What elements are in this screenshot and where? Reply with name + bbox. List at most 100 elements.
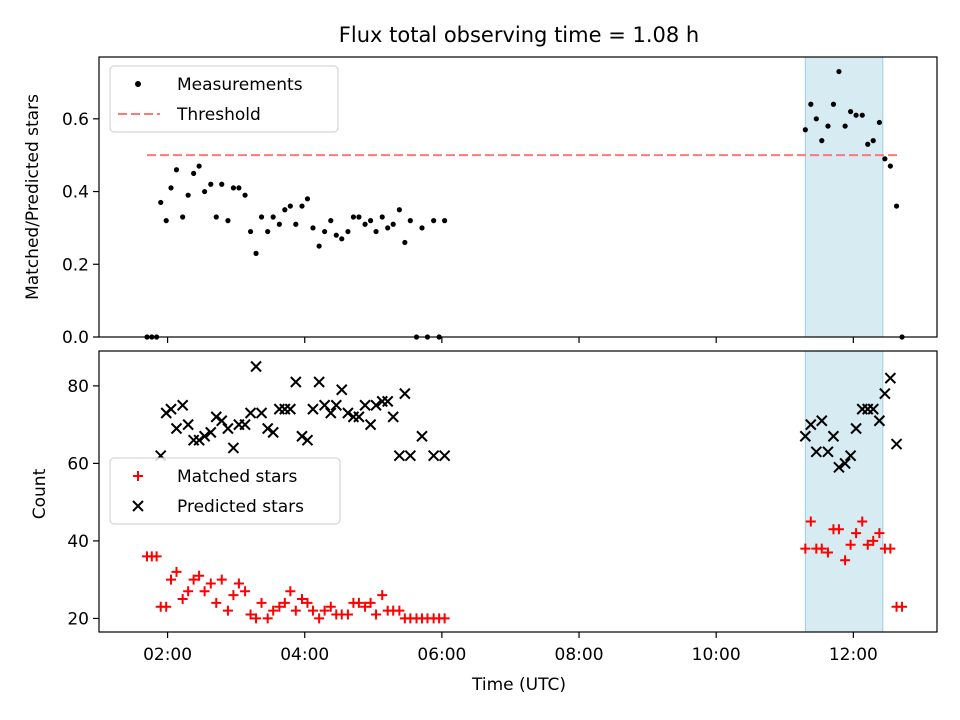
matched-star-point — [805, 516, 816, 527]
predicted-star-point — [176, 399, 189, 411]
measurement-point — [356, 214, 362, 220]
measurement-point — [247, 228, 254, 235]
measurement-point — [287, 203, 293, 209]
matched-star-point — [161, 601, 172, 612]
measurement-point — [225, 218, 231, 224]
top-y-axis-label: Matched/Predicted stars — [23, 94, 43, 300]
measurement-point — [396, 207, 402, 213]
predicted-star-point — [827, 430, 840, 442]
measurement-point — [870, 138, 876, 144]
measurement-point — [322, 228, 328, 235]
predicted-star-point — [867, 403, 879, 415]
matched-star-point — [233, 578, 244, 589]
measurement-point — [819, 138, 825, 144]
y-tick-label: 60 — [67, 454, 89, 474]
matched-star-point — [353, 597, 364, 608]
predicted-star-point — [182, 418, 194, 431]
matched-star-point — [188, 574, 199, 585]
predicted-star-point — [336, 384, 348, 396]
predicted-star-point — [170, 422, 183, 435]
top-legend: Measurements Threshold — [109, 65, 339, 133]
measurement-point — [270, 214, 276, 220]
predicted-star-point — [250, 360, 262, 373]
predicted-star-point — [816, 415, 828, 427]
matched-star-point — [851, 528, 862, 539]
predicted-star-point — [359, 399, 371, 411]
matched-star-point — [199, 586, 210, 597]
predicted-star-point — [805, 418, 817, 431]
matched-star-point — [342, 609, 353, 620]
measurement-point — [379, 214, 385, 220]
predicted-star-point — [873, 415, 886, 427]
matched-star-point — [325, 601, 336, 612]
legend-matched-marker — [133, 471, 143, 481]
predicted-star-point — [325, 407, 337, 419]
y-tick-label: 0.6 — [62, 110, 89, 130]
predicted-star-point — [267, 426, 279, 439]
predicted-star-point — [381, 395, 394, 408]
measurement-point — [847, 108, 854, 115]
y-tick-label: 40 — [67, 532, 89, 552]
measurement-point — [258, 214, 265, 220]
matched-star-point — [868, 535, 879, 546]
matched-star-point — [262, 613, 273, 624]
measurement-point — [825, 123, 831, 129]
measurement-point — [196, 163, 202, 169]
matched-star-point — [151, 551, 162, 562]
measurement-point — [230, 185, 237, 191]
measurement-point — [367, 218, 374, 224]
predicted-star-point — [844, 449, 857, 462]
matched-star-point — [245, 609, 256, 620]
matched-star-point — [862, 539, 873, 550]
measurement-point — [316, 243, 322, 249]
matched-star-point — [228, 590, 239, 601]
matched-star-point — [222, 605, 233, 616]
predicted-star-point — [284, 403, 297, 415]
x-tick-label: 08:00 — [555, 645, 604, 665]
matched-star-point — [840, 555, 851, 566]
measurement-point — [208, 181, 214, 187]
matched-star-point — [360, 601, 371, 612]
predicted-star-point — [307, 403, 319, 415]
matched-stars-points — [142, 516, 908, 624]
matched-star-point — [296, 594, 307, 605]
x-tick-label: 06:00 — [417, 645, 466, 665]
predicted-star-point — [833, 461, 845, 473]
measurement-point — [882, 156, 888, 162]
predicted-star-point — [187, 434, 200, 446]
matched-star-point — [211, 597, 222, 608]
predicted-star-point — [210, 411, 222, 423]
predicted-star-point — [193, 434, 205, 446]
measurement-point — [276, 221, 282, 227]
predicted-star-point — [290, 376, 302, 388]
predicted-star-point — [342, 407, 354, 419]
predicted-star-point — [239, 418, 251, 431]
bottom-highlight-span — [804, 350, 884, 633]
predicted-star-point — [353, 411, 365, 423]
predicted-star-point — [255, 407, 268, 419]
measurement-point — [842, 123, 848, 129]
measurement-point — [893, 203, 900, 209]
x-tick-label: 04:00 — [280, 645, 329, 665]
matched-star-point — [845, 539, 856, 550]
measurement-point — [802, 127, 808, 133]
predicted-star-point — [347, 411, 360, 423]
predicted-star-point — [296, 430, 308, 442]
predicted-star-point — [822, 446, 834, 458]
matched-star-point — [897, 601, 908, 612]
top-legend-box — [109, 65, 339, 133]
matched-star-point — [194, 570, 205, 581]
measurement-point — [808, 101, 814, 107]
bottom-legend: Matched stars Predicted stars — [109, 457, 341, 525]
matched-star-point — [274, 601, 285, 612]
predicted-star-point — [399, 387, 411, 400]
measurement-point — [350, 214, 357, 220]
measurement-point — [168, 185, 174, 191]
measurement-point — [830, 101, 837, 107]
matched-star-point — [800, 543, 811, 554]
predicted-star-point — [313, 376, 325, 388]
predicted-star-point — [330, 399, 342, 411]
measurement-point — [173, 167, 180, 173]
measurement-point — [442, 218, 448, 224]
matched-star-point — [268, 605, 279, 616]
